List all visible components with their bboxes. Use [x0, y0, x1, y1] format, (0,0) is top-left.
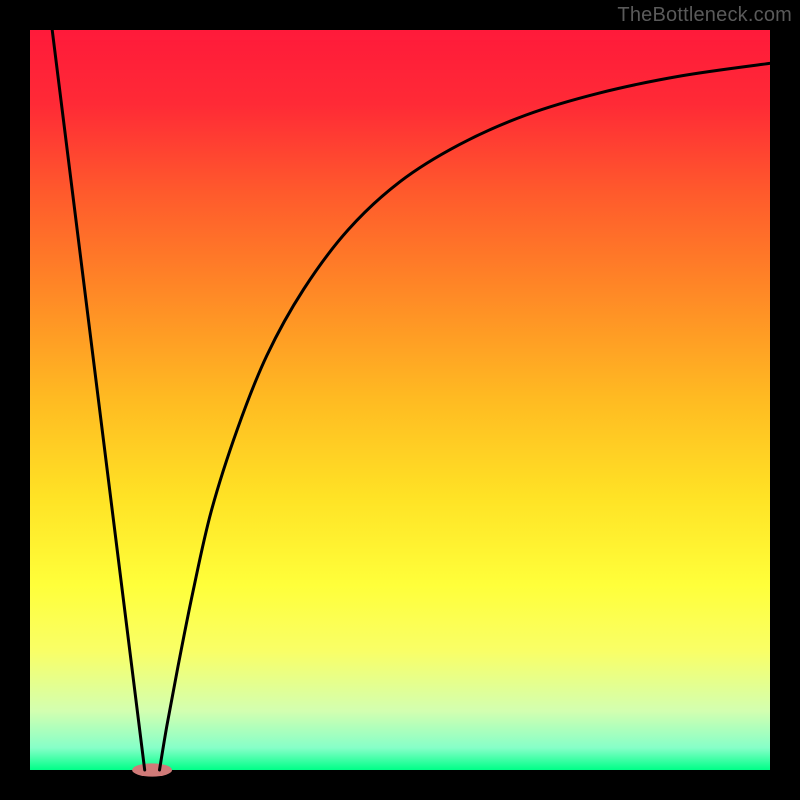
watermark-text: TheBottleneck.com	[617, 4, 792, 27]
bottleneck-chart	[0, 0, 800, 800]
chart-container: TheBottleneck.com	[0, 0, 800, 800]
